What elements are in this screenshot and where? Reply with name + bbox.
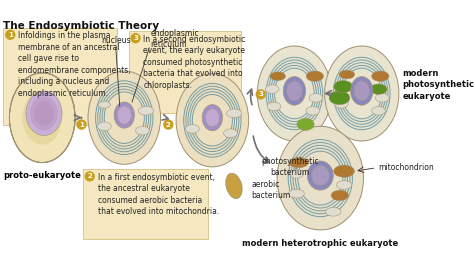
Ellipse shape <box>334 81 353 93</box>
Ellipse shape <box>277 126 364 230</box>
Ellipse shape <box>306 106 320 115</box>
Ellipse shape <box>351 77 373 105</box>
Text: photosynthetic
bacterium: photosynthetic bacterium <box>261 156 319 177</box>
Text: 1: 1 <box>79 122 84 128</box>
Circle shape <box>5 30 16 40</box>
Ellipse shape <box>98 101 110 108</box>
Text: 1: 1 <box>8 32 13 38</box>
Ellipse shape <box>306 71 323 81</box>
Ellipse shape <box>205 109 219 127</box>
Ellipse shape <box>226 173 242 198</box>
Ellipse shape <box>311 165 329 186</box>
Ellipse shape <box>267 102 281 111</box>
Text: In a first endosymbiotic event,
the ancestral eukaryote
consumed aerobic bacteri: In a first endosymbiotic event, the ance… <box>98 173 219 216</box>
Circle shape <box>76 119 87 130</box>
Ellipse shape <box>185 124 200 133</box>
Circle shape <box>130 33 141 43</box>
Ellipse shape <box>270 72 285 81</box>
Ellipse shape <box>339 70 355 79</box>
Text: Infoldings in the plasma
membrane of an ancestral
cell gave rise to
endomembrane: Infoldings in the plasma membrane of an … <box>18 31 131 98</box>
Ellipse shape <box>375 93 389 102</box>
Ellipse shape <box>372 71 389 81</box>
Ellipse shape <box>297 118 314 130</box>
Ellipse shape <box>117 106 131 124</box>
FancyBboxPatch shape <box>83 169 208 239</box>
Ellipse shape <box>265 85 279 93</box>
Text: 2: 2 <box>87 173 92 179</box>
Text: 3: 3 <box>133 35 138 41</box>
Ellipse shape <box>326 207 341 216</box>
Ellipse shape <box>98 122 111 131</box>
Text: nucleus: nucleus <box>101 36 130 45</box>
Ellipse shape <box>354 81 370 101</box>
FancyBboxPatch shape <box>128 31 241 113</box>
Text: modern
photosynthetic
eukaryote: modern photosynthetic eukaryote <box>402 69 474 101</box>
Ellipse shape <box>176 74 249 167</box>
Text: The Endosymbiotic Theory: The Endosymbiotic Theory <box>3 21 160 31</box>
Ellipse shape <box>88 71 161 164</box>
Ellipse shape <box>370 84 387 94</box>
Ellipse shape <box>289 189 304 198</box>
Ellipse shape <box>331 190 348 201</box>
Ellipse shape <box>138 106 154 115</box>
Ellipse shape <box>30 96 58 130</box>
Ellipse shape <box>136 126 149 135</box>
Ellipse shape <box>372 106 385 115</box>
Ellipse shape <box>202 105 222 131</box>
Ellipse shape <box>26 91 62 136</box>
Ellipse shape <box>227 109 242 118</box>
Ellipse shape <box>23 91 62 145</box>
Ellipse shape <box>307 161 333 190</box>
Text: modern heterotrophic eukaryote: modern heterotrophic eukaryote <box>242 239 399 248</box>
Ellipse shape <box>290 169 303 178</box>
Text: aerobic
bacterium: aerobic bacterium <box>251 180 291 200</box>
Ellipse shape <box>336 181 352 189</box>
Ellipse shape <box>325 46 399 141</box>
Text: 3: 3 <box>258 91 263 97</box>
Ellipse shape <box>309 93 323 102</box>
Ellipse shape <box>329 91 350 105</box>
Circle shape <box>84 171 95 182</box>
Ellipse shape <box>334 165 355 177</box>
Ellipse shape <box>114 102 135 128</box>
Ellipse shape <box>335 99 348 108</box>
Circle shape <box>163 119 173 130</box>
Circle shape <box>255 89 266 99</box>
Ellipse shape <box>289 157 308 168</box>
Ellipse shape <box>224 129 237 138</box>
Ellipse shape <box>257 46 331 141</box>
Ellipse shape <box>34 101 54 126</box>
Text: 2: 2 <box>166 122 171 128</box>
FancyBboxPatch shape <box>3 28 118 124</box>
Text: proto-eukaryote: proto-eukaryote <box>3 171 81 180</box>
Ellipse shape <box>287 81 302 101</box>
Ellipse shape <box>9 73 75 163</box>
Ellipse shape <box>283 77 306 105</box>
Text: mitochondrion: mitochondrion <box>378 163 434 172</box>
Text: In a second endosymbiotic
event, the early eukaryote
consumed photosynthetic
bac: In a second endosymbiotic event, the ear… <box>143 35 246 90</box>
Text: endoplasmic
reticulum: endoplasmic reticulum <box>150 29 199 49</box>
